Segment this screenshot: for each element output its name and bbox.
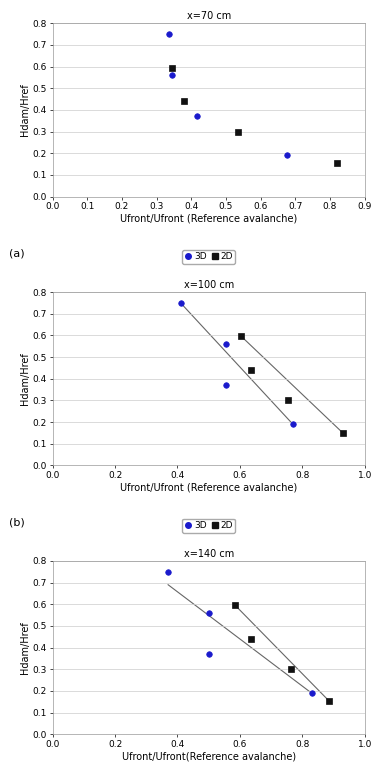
Y-axis label: Hdam/Href: Hdam/Href [20, 621, 30, 674]
Text: (b): (b) [9, 518, 25, 527]
Title: x=70 cm: x=70 cm [186, 11, 231, 21]
X-axis label: Ufront/Ufront (Reference avalanche): Ufront/Ufront (Reference avalanche) [120, 483, 297, 493]
Legend: 3D, 2D: 3D, 2D [182, 250, 235, 264]
Legend: 3D, 2D: 3D, 2D [182, 519, 235, 533]
Title: x=140 cm: x=140 cm [183, 549, 234, 559]
Y-axis label: Hdam/Href: Hdam/Href [20, 352, 30, 405]
Title: x=100 cm: x=100 cm [183, 280, 234, 290]
Y-axis label: Hdam/Href: Hdam/Href [20, 83, 30, 136]
X-axis label: Ufront/Ufront(Reference avalanche): Ufront/Ufront(Reference avalanche) [121, 751, 296, 761]
X-axis label: Ufront/Ufront (Reference avalanche): Ufront/Ufront (Reference avalanche) [120, 214, 297, 224]
Text: (a): (a) [9, 249, 24, 259]
